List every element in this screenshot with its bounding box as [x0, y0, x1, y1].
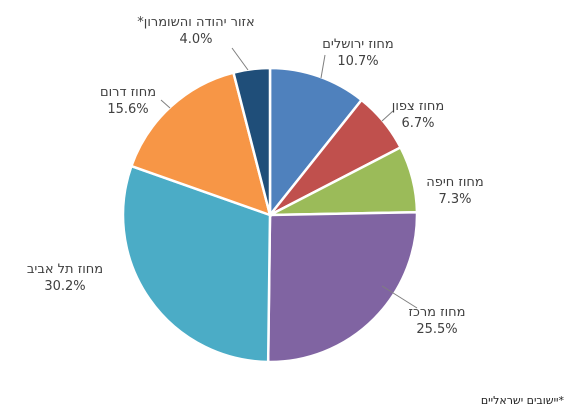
leader-line-judea-samaria	[231, 47, 249, 71]
data-label-south: מחוז דרום 15.6%	[100, 85, 156, 117]
data-label-judea-samaria: אזור יהודה והשומרון* 4.0%	[137, 15, 254, 47]
slice-value-label: 4.0%	[179, 32, 212, 47]
data-label-haifa: מחוז חיפה 7.3%	[426, 175, 484, 207]
data-labels: מחוז ירושלים 10.7% מחוז צפון 6.7% מחוז חיפה 7…	[27, 15, 484, 337]
slice-value-label: 10.7%	[337, 54, 378, 69]
pie-slice-judea-samaria	[231, 66, 272, 216]
slice-name-label: מחוז צפון	[392, 99, 444, 114]
data-label-tel-aviv: מחוז תל אביב 30.2%	[27, 262, 103, 294]
data-label-jerusalem: מחוז ירושלים 10.7%	[322, 37, 393, 69]
pie-slice-center	[266, 210, 419, 364]
slice-value-label: 25.5%	[416, 322, 457, 337]
footnote: *יישובים ישראליים	[480, 394, 564, 407]
slice-name-label: מחוז ירושלים	[322, 37, 393, 52]
slice-name-label: מחוז תל אביב	[27, 262, 103, 277]
slice-name-label: מחוז חיפה	[426, 175, 484, 190]
slice-name-label: מחוז מרכז	[408, 305, 465, 320]
pie-slice-tel-aviv	[121, 164, 272, 364]
pie-slices	[121, 66, 419, 364]
slice-value-label: 30.2%	[44, 279, 85, 294]
pie-slice-south	[129, 71, 272, 217]
leader-line-north	[381, 110, 394, 122]
data-label-north: מחוז צפון 6.7%	[392, 99, 444, 131]
data-label-center: מחוז מרכז 25.5%	[408, 305, 465, 337]
pie-slice-jerusalem	[268, 66, 364, 219]
leader-line-south	[160, 99, 171, 109]
slice-value-label: 7.3%	[438, 192, 471, 207]
slice-name-label: אזור יהודה והשומרון*	[137, 15, 254, 30]
leader-line-center	[381, 285, 418, 309]
slice-name-label: מחוז דרום	[100, 85, 156, 100]
leader-line-jerusalem	[320, 54, 326, 79]
slice-value-label: 15.6%	[107, 102, 148, 117]
slice-value-label: 6.7%	[401, 116, 434, 131]
leader-lines	[160, 47, 418, 309]
